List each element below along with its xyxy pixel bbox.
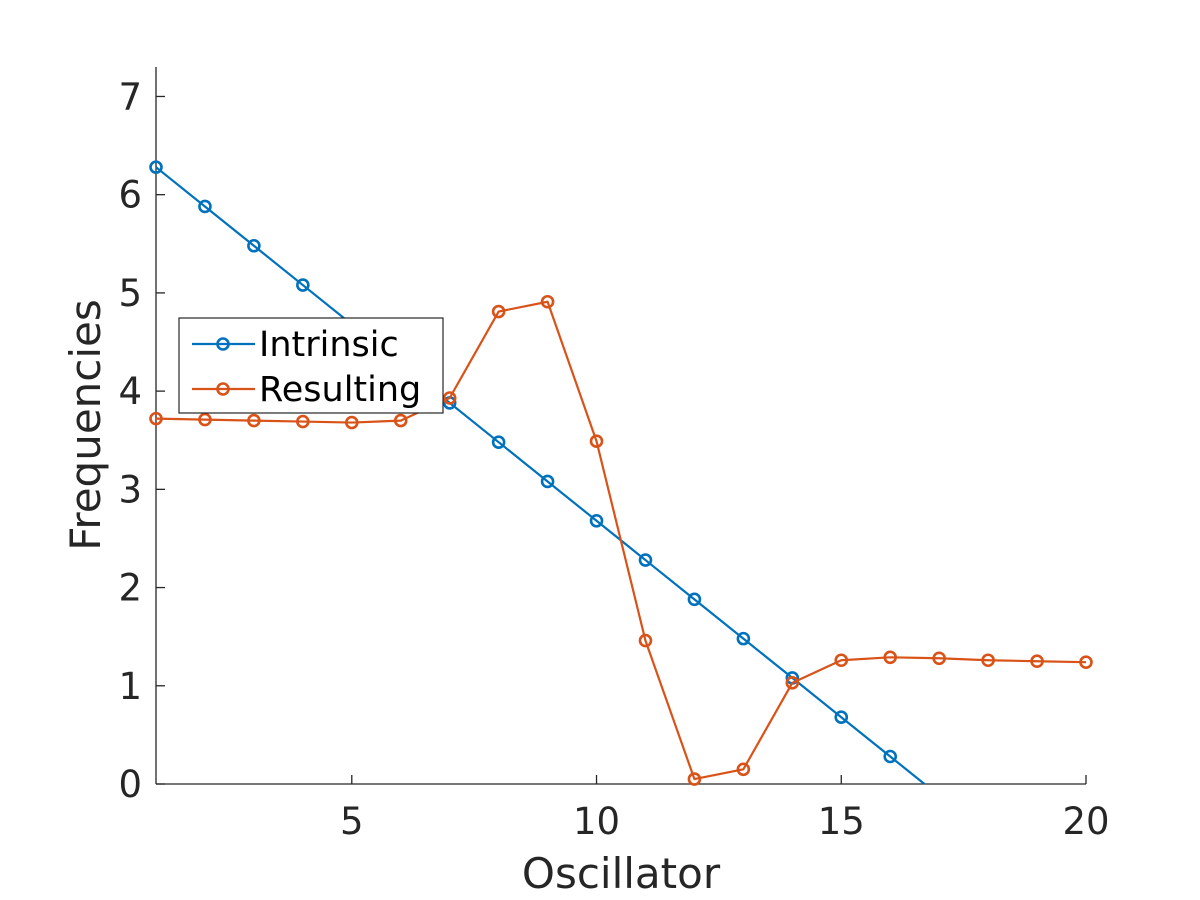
y-tick-label: 1 xyxy=(118,665,142,708)
data-point xyxy=(540,294,555,309)
data-point xyxy=(785,676,800,690)
data-point xyxy=(834,653,849,668)
legend-item-intrinsic: Intrinsic xyxy=(192,325,399,365)
series-line xyxy=(155,300,1087,781)
data-point xyxy=(296,414,310,429)
legend-item-resulting: Resulting xyxy=(192,370,421,410)
y-tick-label: 2 xyxy=(118,567,142,610)
series-intrinsic xyxy=(149,160,926,785)
data-point xyxy=(1079,655,1093,670)
data-point xyxy=(736,631,751,646)
data-point xyxy=(344,415,359,430)
y-tick-label: 0 xyxy=(118,763,142,806)
x-tick-label: 10 xyxy=(573,800,620,843)
data-point xyxy=(491,435,506,449)
y-axis-label: Frequencies xyxy=(61,299,110,551)
data-point xyxy=(834,710,849,725)
series-resulting xyxy=(149,294,1093,786)
series-layer xyxy=(149,160,1093,786)
data-point xyxy=(687,772,702,786)
data-point xyxy=(247,413,261,428)
x-axis-label: Oscillator xyxy=(522,849,721,898)
data-point xyxy=(883,650,898,665)
y-tick-label: 5 xyxy=(118,272,142,315)
x-tick-label: 15 xyxy=(818,800,865,843)
y-tick-label: 6 xyxy=(118,174,142,217)
axes: 5 10 15 20 0 1 2 3 4 5 6 7 xyxy=(118,67,1110,843)
legend-label: Intrinsic xyxy=(259,325,399,365)
data-point xyxy=(638,553,653,567)
data-point xyxy=(687,592,702,607)
data-point xyxy=(540,474,555,489)
data-point xyxy=(932,651,946,666)
data-point xyxy=(393,413,408,428)
data-point xyxy=(149,411,163,426)
data-point xyxy=(589,434,604,449)
x-tick-label: 5 xyxy=(340,800,364,843)
legend-swatch-marker xyxy=(216,382,230,396)
data-point xyxy=(198,412,212,427)
legend-swatch-marker xyxy=(216,337,230,351)
legend-box xyxy=(178,317,444,414)
data-point xyxy=(883,749,898,764)
data-point xyxy=(296,278,310,292)
y-tick-label: 3 xyxy=(118,468,142,511)
y-tick-label: 4 xyxy=(118,370,142,413)
legend-label: Resulting xyxy=(259,370,421,410)
data-point xyxy=(442,391,457,405)
data-point xyxy=(491,304,506,319)
data-point xyxy=(589,513,604,528)
data-point xyxy=(149,160,163,174)
data-point xyxy=(638,633,653,648)
data-point xyxy=(981,653,995,668)
legend: Intrinsic Resulting xyxy=(178,317,444,414)
data-point xyxy=(736,762,751,777)
x-tick-label: 20 xyxy=(1062,800,1109,843)
series-line xyxy=(155,166,926,785)
y-tick-label: 7 xyxy=(118,75,142,118)
data-point xyxy=(198,199,212,214)
data-point xyxy=(247,238,261,253)
data-point xyxy=(1030,654,1044,669)
